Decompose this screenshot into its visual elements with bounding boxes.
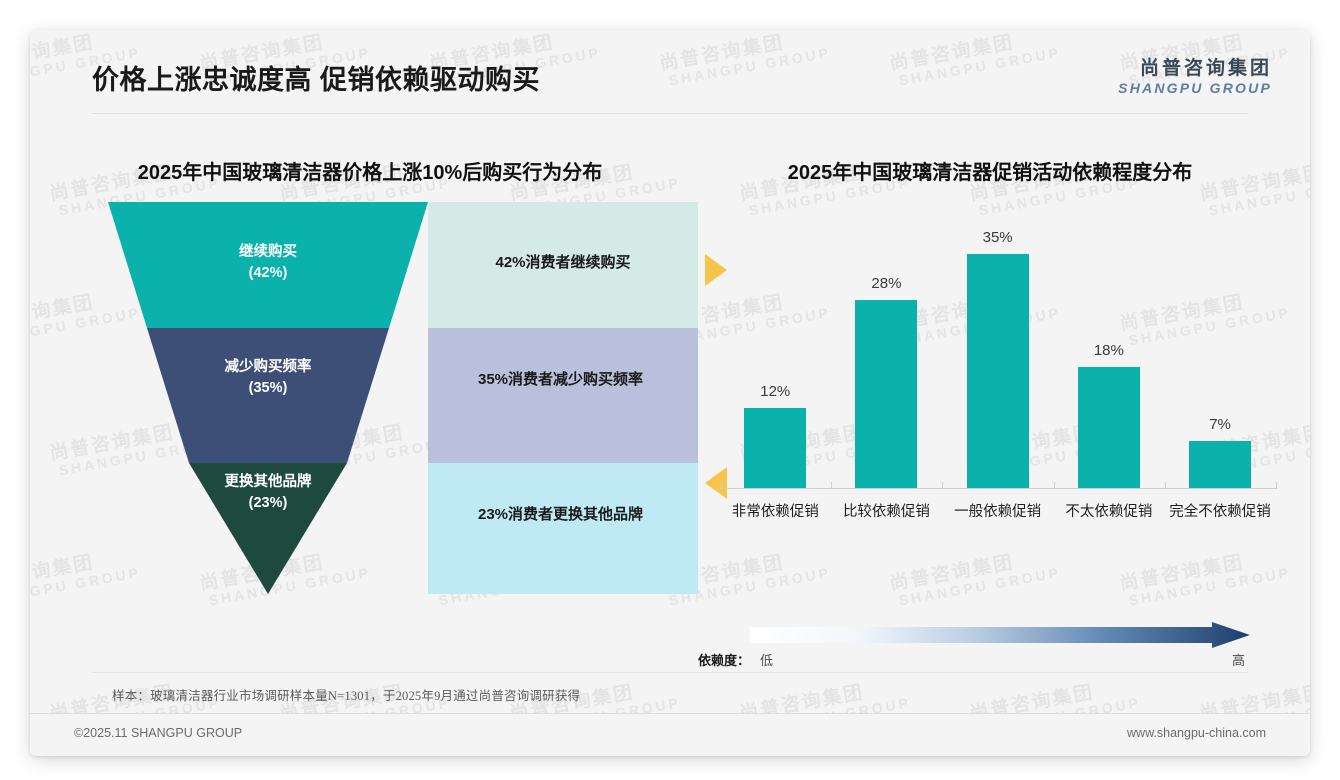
left-chart-panel: 2025年中国玻璃清洁器价格上涨10%后购买行为分布 继续购买 (42%) 减少… [50, 134, 727, 674]
x-axis-label: 完全不依赖促销 [1169, 504, 1271, 520]
funnel-svg [108, 202, 698, 594]
axis-tick [1053, 482, 1055, 489]
triangle-right-icon [705, 254, 727, 286]
source-divider [92, 672, 1248, 673]
bar[interactable] [966, 253, 1029, 488]
legend-low-label: 低 [760, 653, 774, 668]
bar-value-label: 28% [871, 275, 902, 293]
left-chart-title: 2025年中国玻璃清洁器价格上涨10%后购买行为分布 [137, 162, 603, 184]
bar-column[interactable]: 18% [1054, 220, 1165, 488]
funnel-segment-1 [108, 202, 428, 328]
funnel-side-panel-3 [428, 463, 698, 594]
axis-tick [1276, 482, 1277, 489]
funnel-segment-2 [147, 328, 389, 463]
slide-footer: ©2025.11 SHANGPU GROUP www.shangpu-china… [30, 714, 1310, 756]
logo-chinese-text: 尚普咨询集团 [1139, 58, 1272, 79]
gradient-arrow-icon [750, 622, 1250, 648]
funnel-chart: 继续购买 (42%) 减少购买频率 (35%) 更换其他品牌 (23%) 42%… [98, 202, 727, 602]
slide-card: 尚普咨询集团 SHANGPU GROUP 尚普咨询集团 SHANGPU GROUP 尚普… [30, 30, 1310, 756]
funnel-side-text-2: 35%消费者减少购买频率 [477, 371, 644, 388]
x-axis-label: 非常依赖促销 [731, 504, 819, 520]
funnel-segment-3 [189, 463, 347, 594]
axis-tick [942, 482, 944, 489]
bar[interactable] [744, 407, 807, 488]
funnel-side-panel-1 [428, 202, 698, 328]
bar-column[interactable]: 12% [720, 220, 831, 488]
axis-tick [831, 482, 833, 489]
funnel-side-panel-2 [428, 328, 698, 463]
copyright-text: ©2025.11 SHANGPU GROUP [74, 726, 243, 740]
x-axis-label: 比较依赖促销 [842, 504, 930, 520]
footer-divider [30, 713, 1310, 714]
x-axis-category-labels: 非常依赖促销 比较依赖促销 一般依赖促销 不太依赖促销 完全不依赖促销 [720, 500, 1276, 526]
triangle-left-icon [705, 467, 727, 499]
slide-header: 价格上涨忠诚度高 促销依赖驱动购买 尚普咨询集团 SHANGPU GROUP [30, 30, 1310, 114]
bar-value-label: 18% [1093, 342, 1124, 360]
bar-column[interactable]: 7% [1165, 220, 1276, 488]
bar-value-label: 35% [982, 228, 1013, 246]
axis-tick [720, 482, 721, 489]
axis-tick [1164, 482, 1166, 489]
legend-title: 依赖度： [698, 653, 751, 668]
x-axis-label: 不太依赖促销 [1065, 504, 1153, 520]
x-axis-label: 一般依赖促销 [954, 504, 1042, 520]
source-note: 样本：玻璃清洁器行业市场调研样本量N=1301，于2025年9月通过尚普咨询调研… [112, 689, 581, 703]
page-title: 价格上涨忠诚度高 促销依赖驱动购买 [92, 65, 541, 95]
bar-chart-plot: 12% 28% 35% 18% 7% [720, 220, 1276, 488]
bar-chart: 12% 28% 35% 18% 7% 非常依赖促销 比较依赖促销 一般依赖促销 不太依赖促销完… [698, 204, 1283, 544]
legend-high-label: 高 [1231, 653, 1245, 668]
right-chart-panel: 2025年中国玻璃清洁器促销活动依赖程度分布 12% 28% 35% 18% 7% 非常… [690, 134, 1290, 674]
bar-column[interactable]: 35% [942, 220, 1053, 488]
bar[interactable] [855, 300, 918, 488]
bar-value-label: 7% [1209, 416, 1231, 434]
header-divider [92, 113, 1248, 114]
dependency-gradient-legend: 依赖度： 低 高 [698, 622, 1283, 680]
logo-english-text: SHANGPU GROUP [1118, 79, 1272, 96]
right-chart-title: 2025年中国玻璃清洁器促销活动依赖程度分布 [787, 162, 1193, 184]
bar[interactable] [1077, 367, 1140, 488]
bar-column[interactable]: 28% [831, 220, 942, 488]
company-logo: 尚普咨询集团 SHANGPU GROUP [1118, 58, 1272, 96]
x-axis-line [720, 488, 1276, 489]
funnel-side-text-1: 42%消费者继续购买 [495, 254, 631, 271]
website-link[interactable]: www.shangpu-china.com [1127, 726, 1266, 740]
funnel-side-text-3: 23%消费者更换其他品牌 [477, 506, 644, 523]
bar[interactable] [1189, 441, 1252, 488]
bar-value-label: 12% [760, 382, 791, 400]
